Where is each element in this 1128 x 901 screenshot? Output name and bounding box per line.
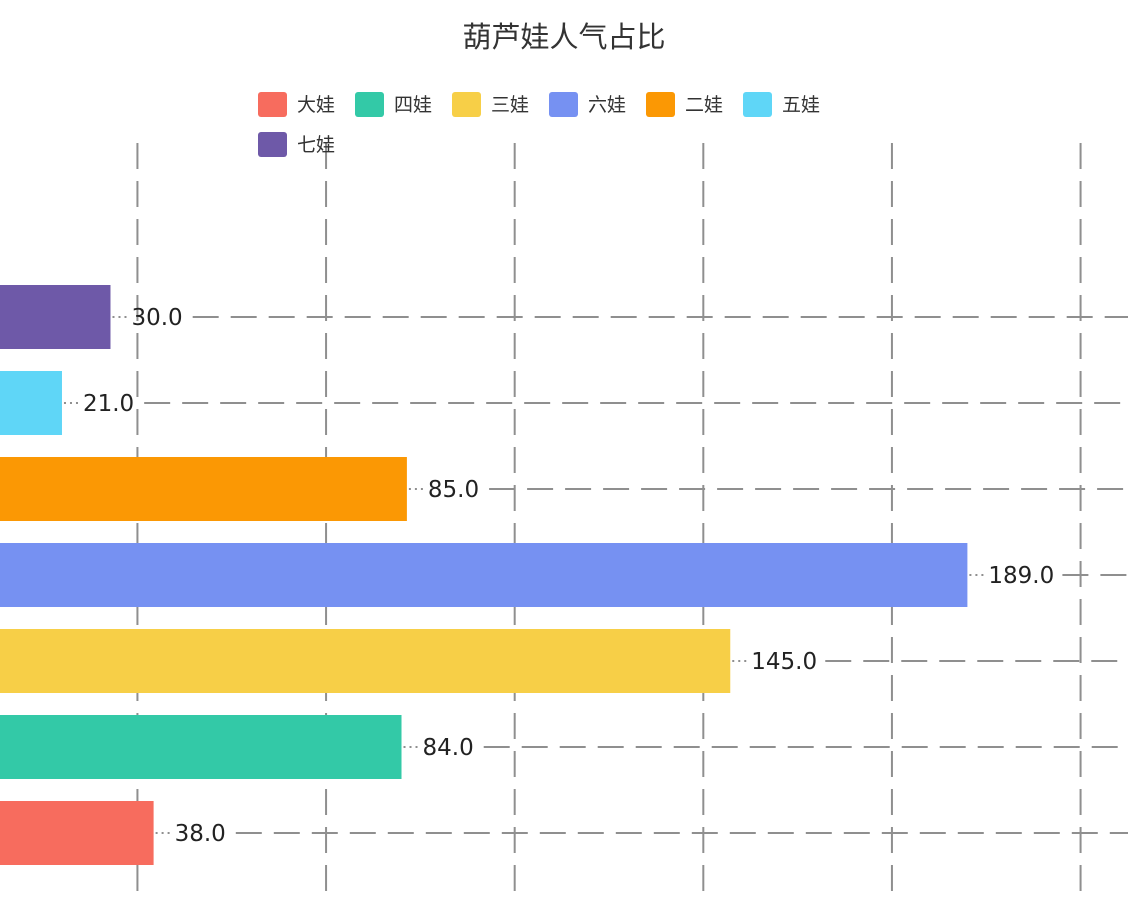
legend-swatch-大娃[interactable] <box>258 92 287 117</box>
grid <box>63 143 1128 901</box>
value-labels: 38.0 84.0 145.0 189.0 85.0 21.0 30.0 <box>83 305 1054 847</box>
bar-二娃 <box>0 457 407 521</box>
bar-四娃 <box>0 715 402 779</box>
legend-label[interactable]: 三娃 <box>491 94 529 116</box>
legend-label[interactable]: 二娃 <box>685 94 723 116</box>
bars <box>0 285 968 865</box>
legend-swatch-五娃[interactable] <box>743 92 772 117</box>
bar-五娃 <box>0 371 62 435</box>
value-label: 30.0 <box>131 305 182 331</box>
value-label: 38.0 <box>175 821 226 847</box>
value-label: 85.0 <box>428 477 479 503</box>
legend-swatch-七娃[interactable] <box>258 132 287 157</box>
bar-七娃 <box>0 285 111 349</box>
legend-label[interactable]: 六娃 <box>588 94 626 116</box>
bar-六娃 <box>0 543 968 607</box>
value-label: 21.0 <box>83 391 134 417</box>
legend-swatch-六娃[interactable] <box>549 92 578 117</box>
legend-label[interactable]: 七娃 <box>297 134 335 156</box>
chart-title: 葫芦娃人气占比 <box>462 20 666 54</box>
legend-swatch-二娃[interactable] <box>646 92 675 117</box>
legend-label[interactable]: 大娃 <box>297 94 335 116</box>
legend-swatch-四娃[interactable] <box>355 92 384 117</box>
legend-label[interactable]: 五娃 <box>782 94 820 116</box>
bar-大娃 <box>0 801 154 865</box>
bar-三娃 <box>0 629 731 693</box>
value-label: 145.0 <box>751 649 817 675</box>
legend-swatch-三娃[interactable] <box>452 92 481 117</box>
legend-label[interactable]: 四娃 <box>394 94 432 116</box>
value-label: 84.0 <box>423 735 474 761</box>
value-label: 189.0 <box>988 563 1054 589</box>
